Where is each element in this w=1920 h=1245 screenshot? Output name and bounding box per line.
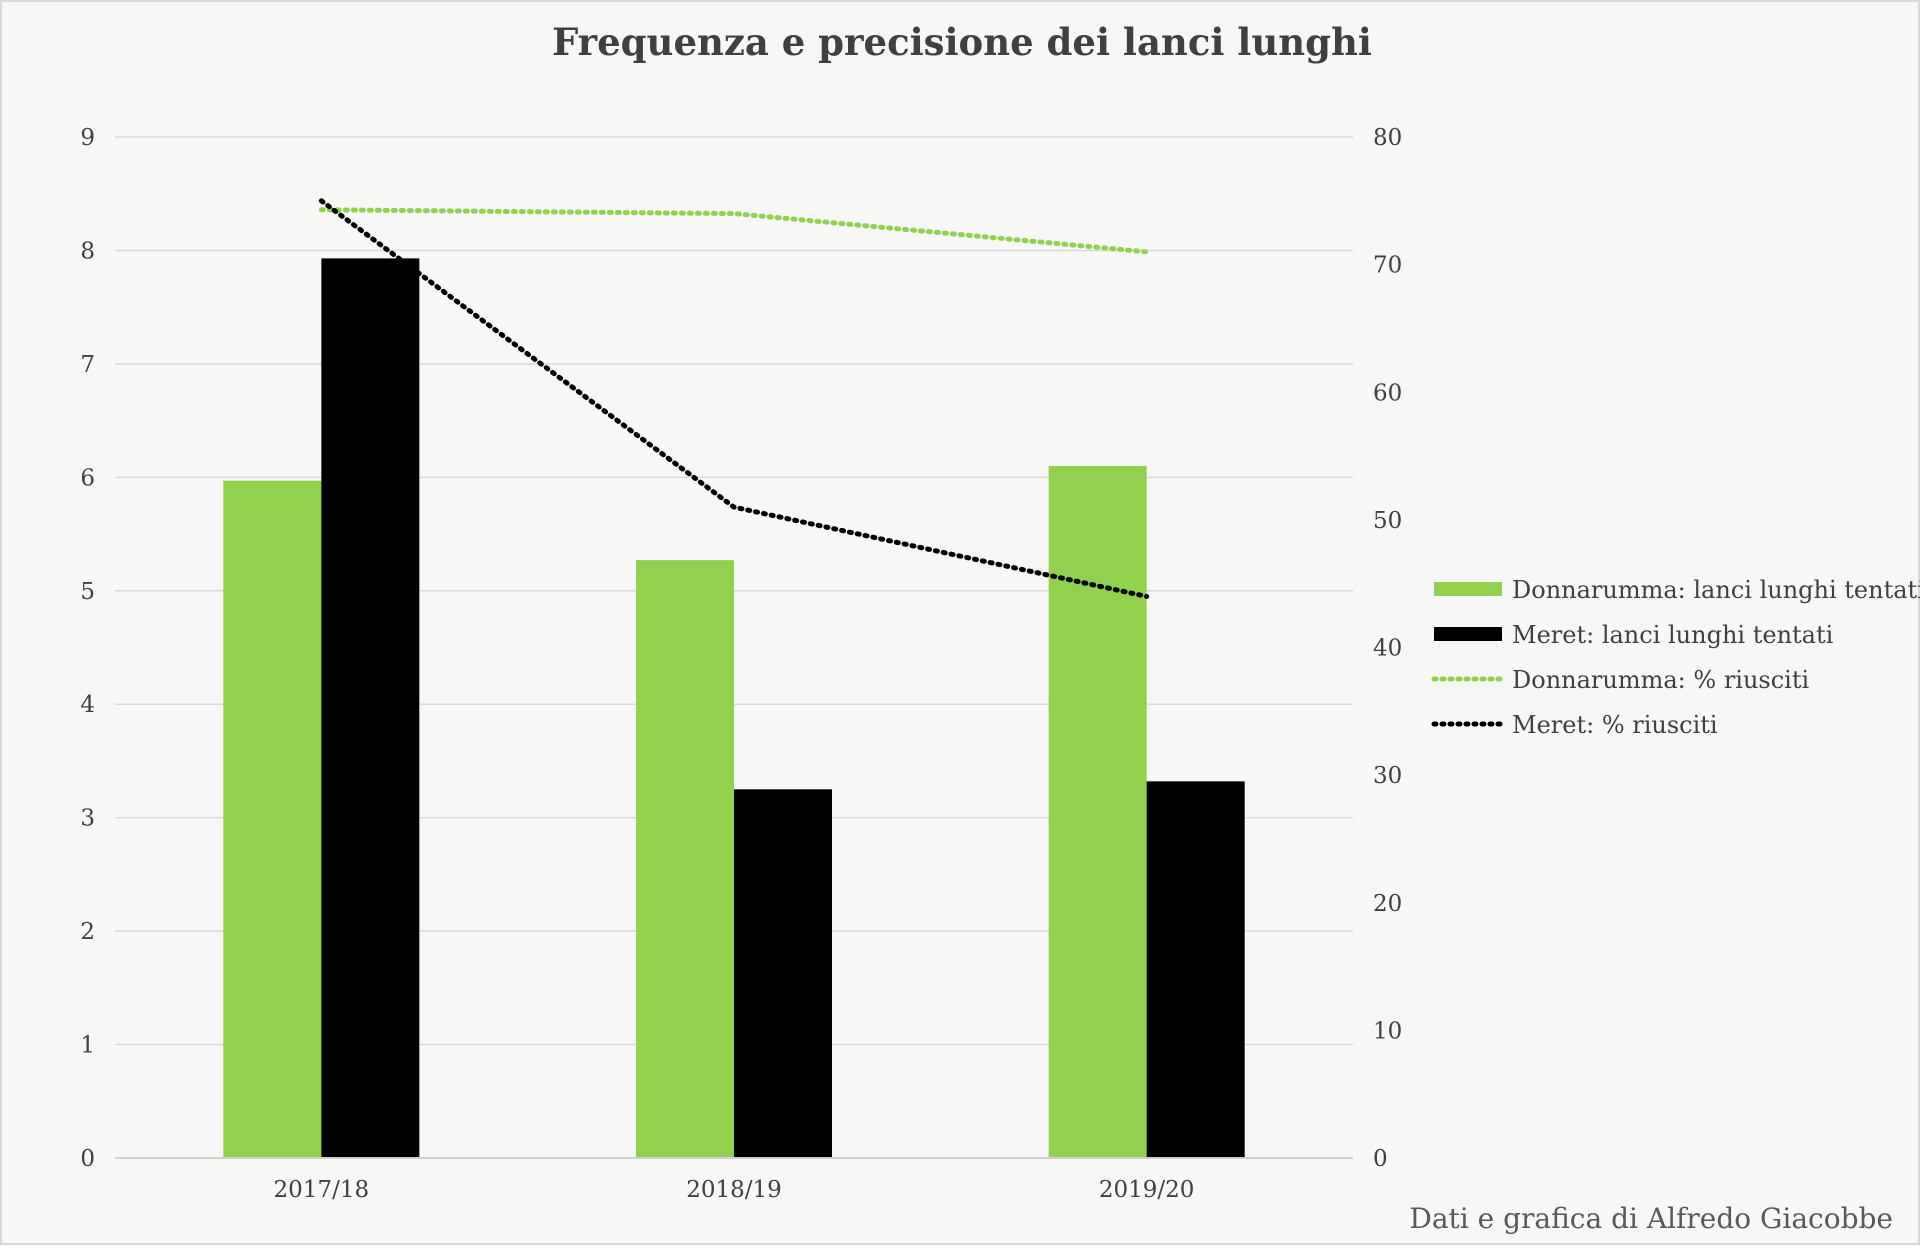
right-tick-label: 0 <box>1373 1146 1388 1172</box>
bar <box>734 789 832 1158</box>
legend-label: Donnarumma: % riusciti <box>1512 666 1810 694</box>
legend: Donnarumma: lanci lunghi tentati Meret: l… <box>1431 576 1920 739</box>
bar <box>223 480 322 1158</box>
right-axis-ticks: 0 10 20 30 40 50 60 70 80 <box>1373 125 1402 1172</box>
bar <box>636 560 734 1158</box>
right-tick-label: 40 <box>1373 636 1402 662</box>
right-tick-label: 70 <box>1373 253 1402 279</box>
chart-title: Frequenza e precisione dei lanci lunghi <box>552 20 1372 64</box>
credit-text: Dati e grafica di Alfredo Giacobbe <box>1409 1202 1893 1235</box>
left-tick-label: 8 <box>80 238 95 264</box>
left-tick-label: 5 <box>80 579 95 605</box>
left-tick-label: 6 <box>80 465 95 491</box>
x-tick-label: 2018/19 <box>686 1177 782 1203</box>
x-axis-ticks: 2017/18 2018/19 2019/20 <box>274 1177 1195 1203</box>
bar <box>321 258 420 1158</box>
legend-swatch <box>1434 627 1502 641</box>
legend-swatch <box>1434 582 1502 596</box>
series-line <box>318 198 1150 599</box>
x-tick-label: 2019/20 <box>1099 1177 1195 1203</box>
x-tick-label: 2017/18 <box>274 1177 370 1203</box>
left-tick-label: 1 <box>80 1033 95 1059</box>
left-tick-label: 7 <box>80 352 95 378</box>
left-tick-label: 9 <box>80 125 95 151</box>
right-tick-label: 80 <box>1373 125 1402 151</box>
legend-label: Meret: lanci lunghi tentati <box>1512 621 1834 649</box>
line-series <box>318 198 1150 599</box>
right-tick-label: 20 <box>1373 891 1402 917</box>
right-tick-label: 60 <box>1373 380 1402 406</box>
right-tick-label: 30 <box>1373 763 1402 789</box>
bar <box>1048 465 1147 1158</box>
left-tick-label: 4 <box>80 692 95 718</box>
left-tick-label: 0 <box>80 1146 95 1172</box>
right-tick-label: 50 <box>1373 508 1402 534</box>
legend-label: Meret: % riusciti <box>1512 711 1718 739</box>
left-tick-label: 2 <box>80 919 95 945</box>
legend-label: Donnarumma: lanci lunghi tentati <box>1512 576 1920 604</box>
right-tick-label: 10 <box>1373 1018 1402 1044</box>
bar-series <box>223 258 1245 1158</box>
left-axis-ticks: 0 1 2 3 4 5 6 7 8 9 <box>80 125 95 1172</box>
series-line <box>318 207 1150 255</box>
bar <box>1146 781 1245 1158</box>
left-tick-label: 3 <box>80 806 95 832</box>
